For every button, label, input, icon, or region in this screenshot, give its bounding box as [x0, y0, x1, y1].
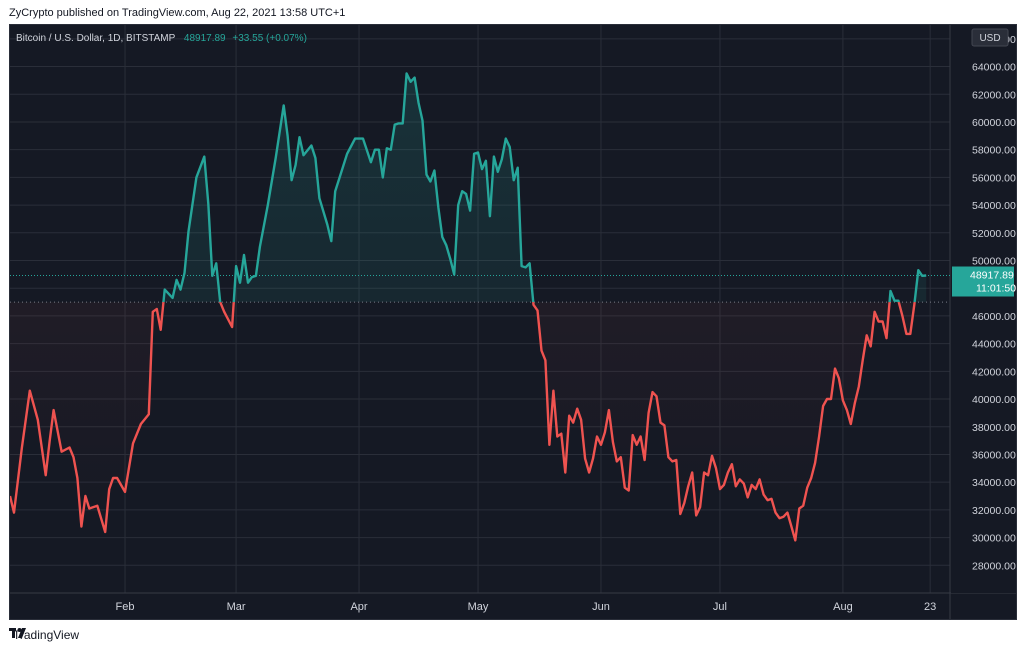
currency-badge [971, 28, 1009, 47]
x-tick-label: Feb [116, 601, 135, 613]
y-tick-label: 58000.00 [972, 145, 1016, 157]
y-tick-label: 54000.00 [972, 200, 1016, 212]
y-tick-label: 50000.00 [972, 256, 1016, 268]
y-tick-label: 34000.00 [972, 477, 1016, 489]
footer: TradingView [9, 627, 79, 643]
symbol-legend: Bitcoin / U.S. Dollar, 1D, BITSTAMP 4891… [16, 33, 307, 44]
y-tick-label: 36000.00 [972, 449, 1016, 461]
x-axis: Feb Mar Apr May Jun Jul Aug 23 [116, 601, 937, 613]
footer-brand: TradingView [13, 628, 80, 642]
price-scale-bg [951, 25, 1016, 593]
y-tick-label: 32000.00 [972, 505, 1016, 517]
price-line-above [162, 72, 927, 303]
y-tick-label: 44000.00 [972, 339, 1016, 351]
price-label-box [952, 266, 1014, 297]
chart-frame[interactable]: 28000.00 30000.00 32000.00 34000.00 36000.00… [9, 24, 1017, 620]
y-tick-label: 62000.00 [972, 89, 1016, 101]
y-tick-label: 60000.00 [972, 117, 1016, 129]
x-tick-label: Jul [713, 601, 727, 613]
legend-change: +33.55 (+0.07%) [232, 33, 307, 44]
y-tick-label: 30000.00 [972, 533, 1016, 545]
area-above-baseline [10, 73, 927, 303]
price-label-countdown: 11:01:50 [976, 283, 1016, 295]
publisher-header: ZyCrypto published on TradingView.com, A… [9, 7, 346, 19]
y-tick-label: 46000.00 [972, 311, 1016, 323]
price-lines [10, 72, 927, 542]
x-tick-label: Mar [227, 601, 246, 613]
y-tick-label: 42000.00 [972, 366, 1016, 378]
symbol-title: Bitcoin / U.S. Dollar, 1D, BITSTAMP [16, 33, 176, 44]
x-tick-label: Aug [833, 601, 853, 613]
area-fills [10, 73, 950, 541]
price-line-below [10, 302, 916, 542]
currency-label: USD [979, 33, 1000, 44]
x-tick-label: 23 [924, 601, 936, 613]
legend-price: 48917.89 [183, 33, 226, 44]
y-tick-label: 38000.00 [972, 422, 1016, 434]
price-chart[interactable]: 28000.00 30000.00 32000.00 34000.00 36000.00… [10, 25, 1016, 619]
y-tick-label: 52000.00 [972, 228, 1016, 240]
y-tick-label: 64000.00 [972, 62, 1016, 74]
y-tick-label: 40000.00 [972, 394, 1016, 406]
x-tick-label: May [468, 601, 489, 613]
price-label-value: 48917.89 [970, 270, 1014, 282]
x-tick-label: Jun [592, 601, 610, 613]
y-tick-label: 56000.00 [972, 172, 1016, 184]
y-axis: 28000.00 30000.00 32000.00 34000.00 36000.00… [951, 25, 1016, 593]
area-below-baseline [10, 302, 915, 541]
y-tick-label: 28000.00 [972, 560, 1016, 572]
x-tick-label: Apr [350, 601, 367, 613]
